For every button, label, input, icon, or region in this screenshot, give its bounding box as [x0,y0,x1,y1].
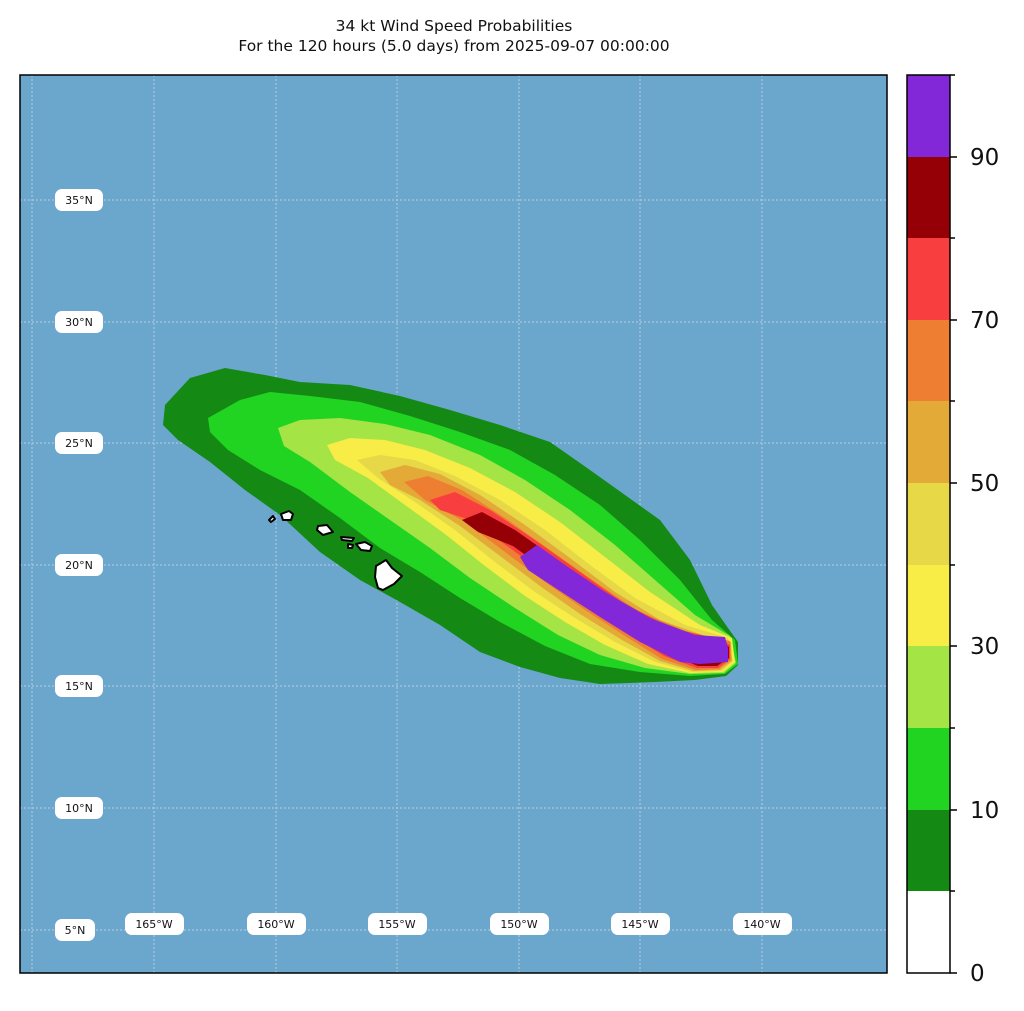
lat-label-30: 30°N [65,316,93,329]
colorbar-band-3 [907,646,950,728]
contour-90-100 [520,545,728,664]
colorbar-band-4 [907,565,950,646]
colorbar-label-70: 70 [970,308,999,334]
colorbar: 0 10 30 50 70 90 [906,74,999,987]
chart-title: 34 kt Wind Speed Probabilities For the 1… [20,16,888,56]
colorbar-band-2 [907,728,950,810]
title-line-1: 34 kt Wind Speed Probabilities [335,17,573,35]
lat-label-10: 10°N [65,802,93,815]
lat-label-35: 35°N [65,194,93,207]
island-maui [355,541,373,552]
colorbar-band-6 [907,401,950,483]
latitude-labels: 35°N 30°N 25°N 20°N 15°N 10°N 5°N [55,189,103,941]
colorbar-band-0 [907,891,950,973]
colorbar-label-0: 0 [970,961,985,987]
colorbar-label-50: 50 [970,471,999,497]
island-lanai [347,543,354,549]
lat-label-15: 15°N [65,680,93,693]
island-hawaii [374,559,403,591]
island-kauai [280,510,294,521]
colorbar-band-7 [907,320,950,401]
lon-label-140: 140°W [743,918,780,931]
lon-label-145: 145°W [621,918,658,931]
island-molokai [340,536,355,542]
colorbar-frame [906,74,951,974]
colorbar-band-10 [907,75,950,157]
lat-label-25: 25°N [65,437,93,450]
colorbar-label-30: 30 [970,634,999,660]
colorbar-label-90: 90 [970,145,999,171]
map-frame [19,74,888,974]
island-niihau [268,515,276,523]
longitude-labels: 165°W 160°W 155°W 150°W 145°W 140°W [125,913,792,935]
colorbar-band-8 [907,238,950,320]
island-oahu [316,524,334,536]
lat-label-20: 20°N [65,559,93,572]
lon-label-150: 150°W [500,918,537,931]
colorbar-band-9 [907,157,950,238]
colorbar-ticks [950,74,957,974]
colorbar-band-5 [907,483,950,565]
colorbar-label-10: 10 [970,798,999,824]
lon-label-155: 155°W [378,918,415,931]
lat-label-5: 5°N [65,924,86,937]
lon-label-165: 165°W [135,918,172,931]
title-line-2: For the 120 hours (5.0 days) from 2025-0… [238,37,670,55]
hawaiian-islands [268,510,403,591]
colorbar-band-1 [907,810,950,891]
lon-label-160: 160°W [257,918,294,931]
